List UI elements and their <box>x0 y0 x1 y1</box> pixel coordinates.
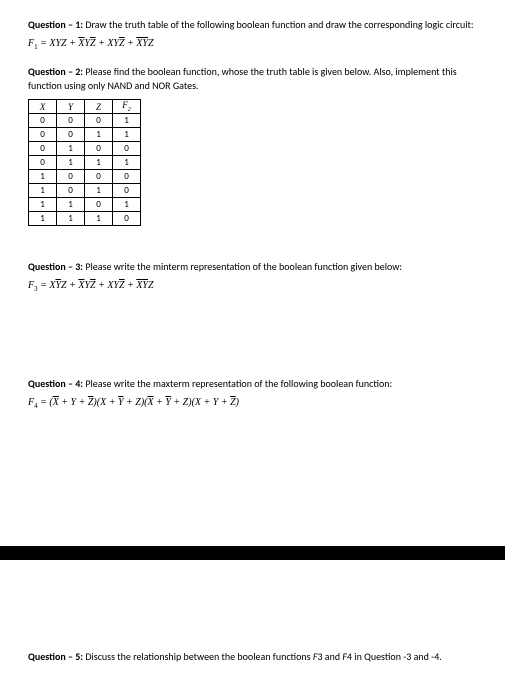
q4-prompt: Question – 4: Please write the maxterm r… <box>28 377 477 391</box>
table-cell: 0 <box>57 170 85 184</box>
table-cell: 0 <box>29 128 57 142</box>
table-row: 0001 <box>29 114 141 128</box>
q5-label: Question – 5: <box>28 650 83 663</box>
truth-header-cell: Y <box>57 100 85 114</box>
truth-header-cell: Z <box>85 100 113 114</box>
q4-formula: F4 = (X + Y + Z)(X + Y + Z)(X + Y + Z)(X… <box>28 397 477 410</box>
question-1: Question – 1: Draw the truth table of th… <box>28 18 477 51</box>
gap-q3 <box>28 307 477 377</box>
table-cell: 1 <box>29 170 57 184</box>
table-cell: 1 <box>29 212 57 226</box>
table-cell: 1 <box>85 156 113 170</box>
table-cell: 1 <box>57 156 85 170</box>
q4-text: Please write the maxterm representation … <box>83 377 392 390</box>
question-5: Question – 5: Discuss the relationship b… <box>28 650 477 664</box>
table-row: 0111 <box>29 156 141 170</box>
q3-text: Please write the minterm representation … <box>83 260 402 273</box>
q2-prompt: Question – 2: Please find the boolean fu… <box>28 65 477 93</box>
table-cell: 1 <box>57 198 85 212</box>
table-cell: 1 <box>85 128 113 142</box>
table-cell: 0 <box>57 184 85 198</box>
truth-table-header-row: XYZF2 <box>29 100 141 114</box>
table-cell: 0 <box>85 198 113 212</box>
table-cell: 0 <box>113 170 141 184</box>
table-cell: 1 <box>29 198 57 212</box>
q1-label: Question – 1: <box>28 18 83 31</box>
table-cell: 0 <box>85 142 113 156</box>
q3-label: Question – 3: <box>28 260 83 273</box>
table-row: 0011 <box>29 128 141 142</box>
table-cell: 1 <box>57 142 85 156</box>
truth-table-body: 00010011010001111000101011011110 <box>29 114 141 226</box>
table-cell: 1 <box>113 128 141 142</box>
truth-table: XYZF2 00010011010001111000101011011110 <box>28 99 141 226</box>
q5-prompt: Question – 5: Discuss the relationship b… <box>28 650 477 664</box>
table-cell: 1 <box>85 184 113 198</box>
q3-formula: F3 = XYZ + XYZ + XYZ + XYZ <box>28 280 477 293</box>
q1-prompt: Question – 1: Draw the truth table of th… <box>28 18 477 32</box>
table-row: 0100 <box>29 142 141 156</box>
table-cell: 1 <box>85 212 113 226</box>
question-3: Question – 3: Please write the minterm r… <box>28 260 477 293</box>
table-cell: 0 <box>29 156 57 170</box>
table-cell: 0 <box>113 184 141 198</box>
table-cell: 1 <box>57 212 85 226</box>
truth-header-cell: F2 <box>113 100 141 114</box>
q2-label: Question – 2: <box>28 65 83 78</box>
table-cell: 0 <box>29 114 57 128</box>
table-cell: 0 <box>113 212 141 226</box>
table-cell: 0 <box>57 128 85 142</box>
table-cell: 1 <box>113 198 141 212</box>
table-cell: 0 <box>85 114 113 128</box>
table-row: 1101 <box>29 198 141 212</box>
table-cell: 0 <box>57 114 85 128</box>
table-row: 1110 <box>29 212 141 226</box>
separator-bar <box>0 546 505 560</box>
table-cell: 1 <box>113 114 141 128</box>
q1-formula: F1 = XYZ + XYZ + XYZ + XYZ <box>28 38 477 51</box>
table-cell: 0 <box>85 170 113 184</box>
q5-text: Discuss the relationship between the boo… <box>83 650 442 663</box>
q2-text: Please find the boolean function, whose … <box>28 65 457 92</box>
table-cell: 1 <box>29 184 57 198</box>
table-cell: 0 <box>29 142 57 156</box>
q3-prompt: Question – 3: Please write the minterm r… <box>28 260 477 274</box>
table-cell: 1 <box>113 156 141 170</box>
question-4: Question – 4: Please write the maxterm r… <box>28 377 477 410</box>
q1-text: Draw the truth table of the following bo… <box>83 18 473 31</box>
truth-header-cell: X <box>29 100 57 114</box>
table-row: 1000 <box>29 170 141 184</box>
q4-label: Question – 4: <box>28 377 83 390</box>
table-row: 1010 <box>29 184 141 198</box>
question-2: Question – 2: Please find the boolean fu… <box>28 65 477 226</box>
table-cell: 0 <box>113 142 141 156</box>
